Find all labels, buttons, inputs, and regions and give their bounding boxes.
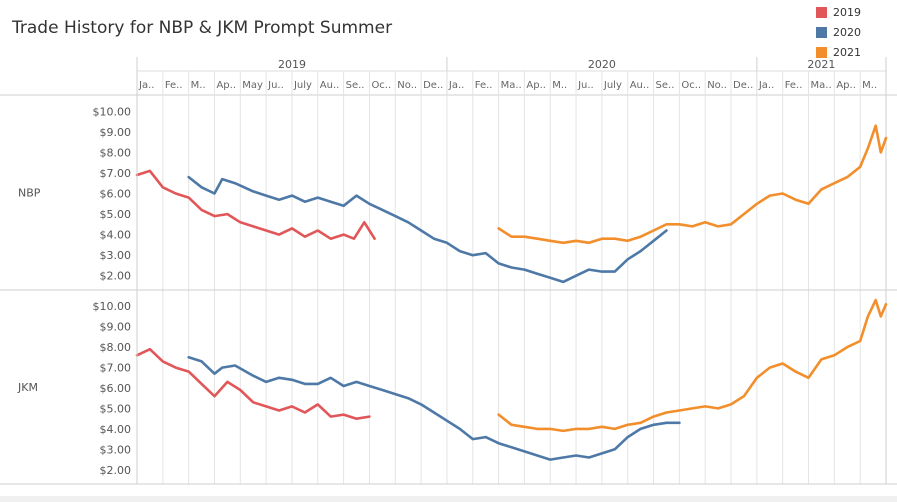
y-tick-label: $8.00: [100, 146, 132, 159]
month-tick-label: May: [242, 80, 263, 91]
month-tick-label: Se..: [656, 80, 675, 91]
month-tick-label: De..: [733, 80, 753, 91]
panel-label-jkm: JKM: [17, 381, 38, 394]
month-tick-label: July: [293, 80, 312, 91]
legend-swatch-2021: [816, 46, 827, 58]
month-tick-label: Oc..: [371, 80, 391, 91]
year-label-2020: 2020: [588, 58, 616, 71]
month-tick-label: Ja..: [448, 80, 464, 91]
y-tick-label: $2.00: [100, 464, 132, 477]
month-tick-label: Au..: [320, 80, 340, 91]
month-tick-label: Ap..: [216, 80, 236, 91]
month-tick-label: Ma..: [501, 80, 522, 91]
series-line-jkm-2020: [187, 355, 681, 461]
y-tick-label: $3.00: [100, 443, 132, 456]
y-tick-label: $5.00: [100, 402, 132, 415]
legend-label-2020: 2020: [833, 25, 861, 39]
y-tick-label: $5.00: [100, 208, 132, 221]
month-tick-label: July: [603, 80, 622, 91]
series-line-jkm-2021: [497, 298, 888, 433]
panel-label-nbp: NBP: [18, 187, 41, 200]
y-tick-label: $4.00: [100, 229, 132, 242]
month-tick-label: M..: [191, 80, 206, 91]
y-tick-label: $10.00: [93, 105, 132, 118]
month-tick-label: Se..: [346, 80, 365, 91]
series-line-jkm-2019: [135, 347, 371, 421]
legend-label-2021: 2021: [833, 45, 861, 59]
y-tick-label: $6.00: [100, 382, 132, 395]
month-tick-label: M..: [862, 80, 877, 91]
y-tick-label: $6.00: [100, 188, 132, 201]
y-tick-label: $7.00: [100, 167, 132, 180]
month-tick-label: Ma..: [811, 80, 832, 91]
month-tick-label: Ja..: [758, 80, 774, 91]
y-tick-label: $7.00: [100, 362, 132, 375]
month-tick-label: No..: [707, 80, 727, 91]
month-tick-label: Au..: [630, 80, 650, 91]
month-tick-label: Ap..: [526, 80, 546, 91]
y-tick-label: $10.00: [93, 300, 132, 313]
chart-title: Trade History for NBP & JKM Prompt Summe…: [12, 18, 393, 38]
month-tick-label: Ju..: [577, 80, 594, 91]
legend-label-2019: 2019: [833, 5, 861, 19]
month-tick-label: Ju..: [267, 80, 284, 91]
y-tick-label: $9.00: [100, 321, 132, 334]
legend: 2019 2020 2021: [816, 2, 861, 62]
year-label-2019: 2019: [278, 58, 306, 71]
month-tick-label: Ja..: [138, 80, 154, 91]
series-line-nbp-2020: [187, 175, 668, 284]
series-line-nbp-2019: [135, 169, 376, 240]
month-tick-label: Ap..: [836, 80, 856, 91]
y-tick-label: $9.00: [100, 126, 132, 139]
legend-item-2021[interactable]: 2021: [816, 42, 861, 62]
legend-swatch-2019: [816, 6, 827, 18]
month-tick-label: De..: [423, 80, 443, 91]
legend-item-2020[interactable]: 2020: [816, 22, 861, 42]
legend-swatch-2020: [816, 26, 827, 38]
month-tick-label: No..: [397, 80, 417, 91]
month-tick-label: Fe..: [475, 80, 493, 91]
y-tick-label: $8.00: [100, 341, 132, 354]
month-tick-label: Oc..: [681, 80, 701, 91]
bottom-scroll-bar: [0, 496, 897, 502]
series-line-nbp-2021: [497, 124, 888, 245]
year-label-2021: 2021: [807, 58, 835, 71]
y-tick-label: $3.00: [100, 249, 132, 262]
y-tick-label: $4.00: [100, 423, 132, 436]
month-tick-label: M..: [552, 80, 567, 91]
y-tick-label: $2.00: [100, 270, 132, 283]
month-tick-label: Fe..: [165, 80, 183, 91]
month-tick-label: Fe..: [785, 80, 803, 91]
legend-item-2019[interactable]: 2019: [816, 2, 861, 22]
